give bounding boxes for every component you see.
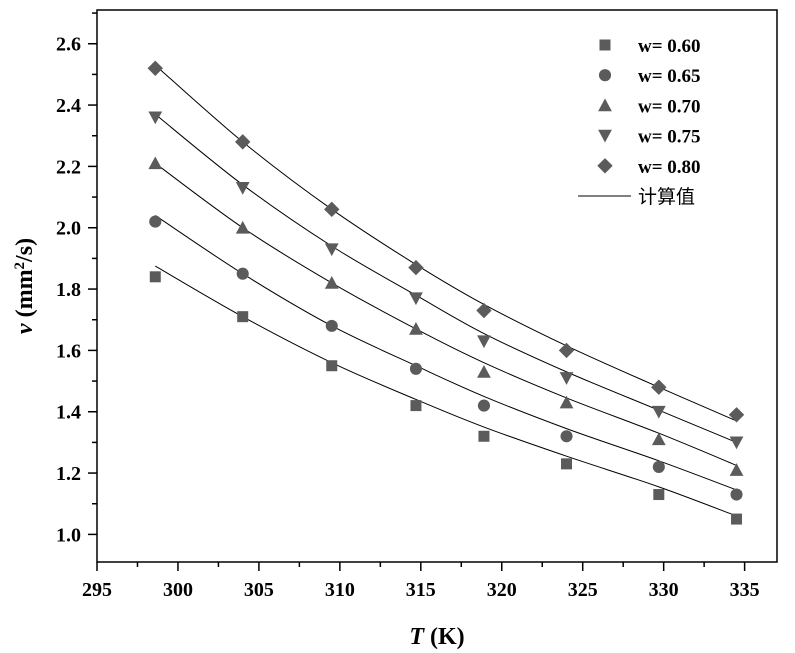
fit-line-square [155, 265, 737, 517]
data-point-diamond [728, 407, 745, 423]
data-point-triangle-up [148, 156, 163, 170]
fit-line-diamond [154, 64, 737, 422]
fit-line-circle [155, 215, 737, 491]
data-point-diamond [324, 201, 340, 218]
data-point-triangle-up [409, 322, 423, 335]
x-axis-title-var: T [409, 624, 425, 650]
x-tick-label: 330 [649, 579, 679, 601]
x-tick-label: 300 [163, 579, 193, 601]
data-point-diamond [476, 302, 492, 319]
data-point-square [478, 430, 490, 442]
data-point-diamond [558, 342, 575, 359]
legend-label: w= 0.75 [638, 127, 701, 148]
data-point-diamond [147, 60, 163, 76]
data-point-square [237, 311, 249, 323]
data-point-circle [652, 460, 665, 473]
data-point-triangle-up [559, 395, 574, 409]
y-axis-ticks: 1.0 1.2 1.4 1.6 1.8 2.0 2.2 2.4 2.6 [56, 12, 97, 546]
legend-label: w= 0.65 [638, 66, 701, 87]
y-axis-title-unit-end: /s) [12, 238, 38, 263]
data-point-circle [149, 215, 162, 228]
data-point-diamond [651, 379, 667, 395]
y-tick-label: 2.6 [56, 34, 81, 56]
x-tick-label: 335 [730, 579, 760, 601]
data-point-square [410, 400, 422, 412]
data-point-triangle-down [409, 292, 423, 306]
data-markers [147, 60, 745, 525]
data-point-triangle-down [729, 436, 744, 450]
y-tick-label: 1.0 [56, 524, 81, 546]
x-tick-label: 310 [325, 579, 355, 601]
data-point-triangle-down [235, 182, 250, 195]
y-axis-title-var: v [12, 323, 38, 334]
data-point-circle [477, 399, 491, 412]
x-tick-label: 315 [406, 579, 436, 601]
data-point-diamond [408, 259, 424, 276]
y-axis-title-unit: (mm [12, 269, 38, 323]
y-tick-label: 2.0 [56, 218, 81, 240]
legend: w= 0.60 w= 0.65 w= 0.70 w= 0.75 w= 0.80 计算值 [578, 36, 701, 208]
legend-label: w= 0.80 [638, 157, 701, 178]
data-point-circle [730, 488, 743, 501]
data-point-square [326, 360, 338, 372]
x-axis-title: T (K) [409, 624, 464, 650]
x-tick-label: 305 [244, 579, 274, 601]
data-point-triangle-down [324, 243, 339, 257]
x-tick-label: 320 [487, 579, 517, 601]
legend-fit-label: 计算值 [638, 186, 695, 208]
legend-marker-triangle-up [598, 98, 612, 112]
data-point-square [561, 458, 573, 470]
data-point-diamond [235, 134, 251, 150]
x-tick-label: 295 [82, 579, 112, 601]
y-tick-label: 1.6 [56, 340, 81, 362]
x-axis-ticks: 295 300 305 310 315 320 325 330 335 [82, 562, 760, 601]
data-point-circle [236, 267, 249, 280]
data-point-triangle-down [651, 405, 666, 419]
x-tick-label: 325 [568, 579, 598, 601]
legend-marker-square [599, 39, 611, 51]
data-point-circle [325, 319, 338, 332]
data-point-triangle-up [651, 432, 666, 446]
data-point-triangle-up [235, 220, 250, 234]
y-tick-label: 1.4 [56, 402, 81, 424]
legend-marker-triangle-down [598, 129, 612, 143]
y-axis-title-sup: 2 [12, 262, 28, 270]
data-point-square [731, 513, 743, 525]
y-tick-label: 2.2 [56, 156, 81, 178]
y-tick-label: 1.8 [56, 279, 81, 301]
y-axis-title: v (mm2/s) [12, 238, 38, 334]
data-point-triangle-up [729, 463, 744, 476]
data-point-triangle-down [148, 111, 163, 125]
data-point-square [149, 271, 161, 283]
data-point-triangle-up [477, 364, 491, 378]
data-point-triangle-down [559, 372, 574, 385]
y-tick-label: 2.4 [56, 95, 81, 117]
data-point-triangle-down [477, 335, 491, 349]
x-axis-title-unit: (K) [424, 624, 465, 650]
legend-marker-circle [598, 69, 612, 82]
legend-label: w= 0.60 [638, 36, 701, 57]
legend-marker-diamond [597, 158, 613, 174]
y-tick-label: 1.2 [56, 463, 81, 485]
plot-frame [96, 9, 778, 563]
data-point-triangle-up [324, 276, 339, 289]
data-point-square [653, 489, 665, 501]
data-point-circle [560, 430, 573, 443]
data-point-circle [409, 362, 423, 375]
legend-label: w= 0.70 [638, 96, 701, 117]
